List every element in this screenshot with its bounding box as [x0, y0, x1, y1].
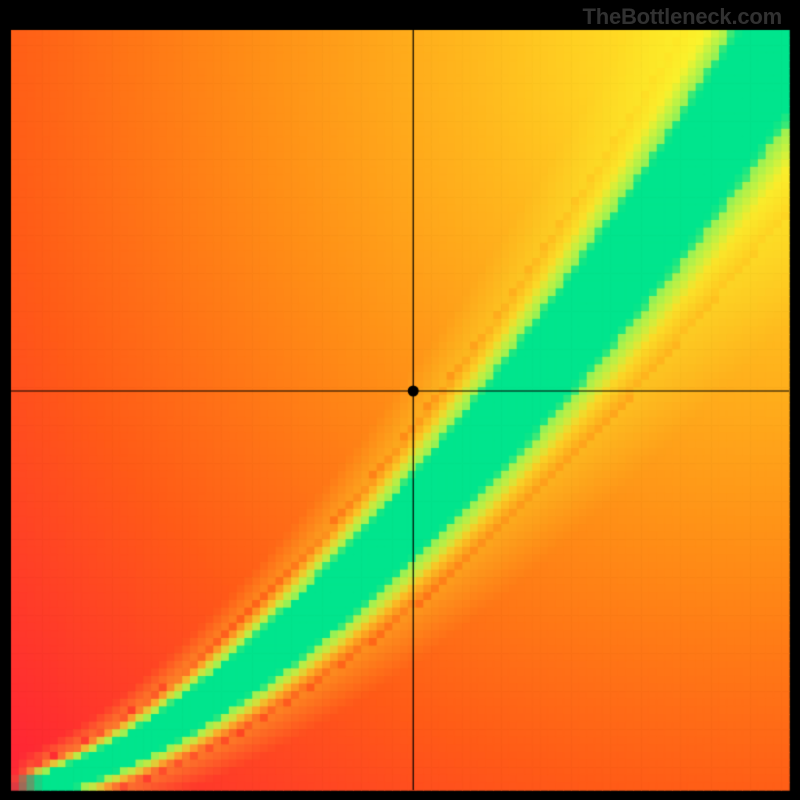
watermark-text: TheBottleneck.com	[582, 4, 782, 30]
bottleneck-heatmap-canvas	[0, 0, 800, 800]
chart-wrapper: TheBottleneck.com	[0, 0, 800, 800]
